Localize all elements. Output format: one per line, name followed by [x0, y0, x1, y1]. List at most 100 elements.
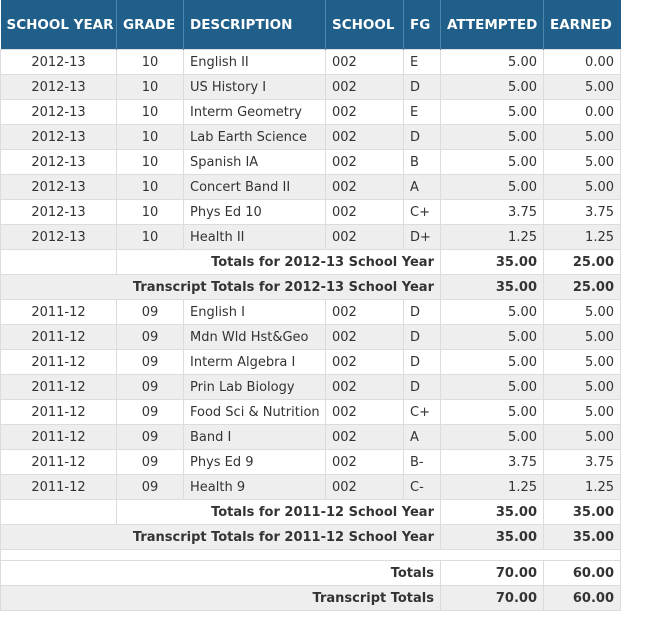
transcript-totals-earned: 25.00: [543, 274, 621, 300]
spacer-row: [0, 549, 621, 561]
cell-year: 2011-12: [0, 299, 117, 325]
cell-fg: C+: [403, 399, 441, 425]
spacer-cell: [0, 549, 621, 561]
transcript-totals-row: Transcript Totals for 2011-12 School Yea…: [0, 524, 621, 550]
cell-description: Spanish IA: [183, 149, 326, 175]
table-row: 2011-12 09 Health 9 002 C- 1.25 1.25: [0, 474, 621, 500]
cell-earned: 5.00: [543, 74, 621, 100]
cell-description: Phys Ed 9: [183, 449, 326, 475]
cell-description: Health II: [183, 224, 326, 250]
cell-grade: 10: [116, 224, 184, 250]
cell-grade: 10: [116, 149, 184, 175]
blank-cell: [0, 499, 117, 525]
cell-year: 2012-13: [0, 199, 117, 225]
cell-year: 2012-13: [0, 99, 117, 125]
table-row: 2012-13 10 Health II 002 D+ 1.25 1.25: [0, 224, 621, 250]
table-row: 2012-13 10 Phys Ed 10 002 C+ 3.75 3.75: [0, 199, 621, 225]
cell-grade: 10: [116, 124, 184, 150]
transcript-totals-earned: 35.00: [543, 524, 621, 550]
cell-fg: E: [403, 49, 441, 75]
cell-description: Concert Band II: [183, 174, 326, 200]
grand-totals-earned: 60.00: [543, 560, 621, 586]
cell-school: 002: [325, 299, 404, 325]
cell-earned: 0.00: [543, 49, 621, 75]
cell-attempted: 1.25: [440, 474, 544, 500]
cell-school: 002: [325, 349, 404, 375]
cell-year: 2011-12: [0, 324, 117, 350]
cell-grade: 09: [116, 299, 184, 325]
cell-description: English II: [183, 49, 326, 75]
cell-grade: 09: [116, 474, 184, 500]
table-row: 2012-13 10 Interm Geometry 002 E 5.00 0.00: [0, 99, 621, 125]
cell-fg: E: [403, 99, 441, 125]
cell-year: 2012-13: [0, 49, 117, 75]
cell-description: Food Sci & Nutrition: [183, 399, 326, 425]
header-fg: FG: [403, 0, 441, 50]
table-row: 2011-12 09 Band I 002 A 5.00 5.00: [0, 424, 621, 450]
cell-school: 002: [325, 49, 404, 75]
cell-attempted: 5.00: [440, 149, 544, 175]
cell-attempted: 5.00: [440, 124, 544, 150]
cell-school: 002: [325, 174, 404, 200]
cell-school: 002: [325, 324, 404, 350]
cell-attempted: 5.00: [440, 399, 544, 425]
cell-school: 002: [325, 99, 404, 125]
cell-grade: 09: [116, 374, 184, 400]
cell-year: 2012-13: [0, 224, 117, 250]
cell-year: 2011-12: [0, 424, 117, 450]
table-row: 2012-13 10 US History I 002 D 5.00 5.00: [0, 74, 621, 100]
cell-attempted: 5.00: [440, 49, 544, 75]
cell-year: 2011-12: [0, 474, 117, 500]
year-totals-label: Totals for 2012-13 School Year: [116, 249, 441, 275]
cell-fg: B-: [403, 449, 441, 475]
cell-school: 002: [325, 124, 404, 150]
cell-earned: 3.75: [543, 199, 621, 225]
table-row: 2012-13 10 Concert Band II 002 A 5.00 5.00: [0, 174, 621, 200]
cell-attempted: 3.75: [440, 449, 544, 475]
cell-school: 002: [325, 374, 404, 400]
cell-fg: D: [403, 374, 441, 400]
transcript-totals-row: Transcript Totals for 2012-13 School Yea…: [0, 274, 621, 300]
cell-earned: 5.00: [543, 174, 621, 200]
cell-earned: 5.00: [543, 324, 621, 350]
cell-description: Mdn Wld Hst&Geo: [183, 324, 326, 350]
cell-year: 2011-12: [0, 449, 117, 475]
grand-totals-attempted: 70.00: [440, 560, 544, 586]
cell-earned: 3.75: [543, 449, 621, 475]
grand-transcript-totals-label: Transcript Totals: [0, 585, 441, 611]
cell-year: 2012-13: [0, 74, 117, 100]
cell-earned: 5.00: [543, 424, 621, 450]
header-description: DESCRIPTION: [183, 0, 326, 50]
cell-attempted: 5.00: [440, 174, 544, 200]
grand-transcript-totals-earned: 60.00: [543, 585, 621, 611]
year-totals-row: Totals for 2012-13 School Year 35.00 25.00: [0, 249, 621, 275]
cell-attempted: 5.00: [440, 299, 544, 325]
cell-school: 002: [325, 474, 404, 500]
cell-school: 002: [325, 199, 404, 225]
cell-fg: D: [403, 299, 441, 325]
cell-description: Lab Earth Science: [183, 124, 326, 150]
cell-school: 002: [325, 149, 404, 175]
table-row: 2012-13 10 Lab Earth Science 002 D 5.00 5.00: [0, 124, 621, 150]
cell-school: 002: [325, 224, 404, 250]
cell-grade: 10: [116, 99, 184, 125]
cell-grade: 09: [116, 424, 184, 450]
cell-fg: D: [403, 124, 441, 150]
year-totals-attempted: 35.00: [440, 499, 544, 525]
blank-cell: [0, 249, 117, 275]
cell-grade: 10: [116, 74, 184, 100]
grand-transcript-totals-row: Transcript Totals 70.00 60.00: [0, 585, 621, 611]
year-totals-attempted: 35.00: [440, 249, 544, 275]
year-totals-earned: 35.00: [543, 499, 621, 525]
cell-year: 2011-12: [0, 349, 117, 375]
table-row: 2011-12 09 English I 002 D 5.00 5.00: [0, 299, 621, 325]
cell-description: English I: [183, 299, 326, 325]
cell-fg: C+: [403, 199, 441, 225]
cell-earned: 5.00: [543, 374, 621, 400]
header-row: SCHOOL YEAR GRADE DESCRIPTION SCHOOL FG …: [0, 0, 621, 50]
cell-earned: 5.00: [543, 149, 621, 175]
cell-grade: 09: [116, 399, 184, 425]
cell-attempted: 5.00: [440, 424, 544, 450]
cell-description: US History I: [183, 74, 326, 100]
table-row: 2011-12 09 Mdn Wld Hst&Geo 002 D 5.00 5.00: [0, 324, 621, 350]
